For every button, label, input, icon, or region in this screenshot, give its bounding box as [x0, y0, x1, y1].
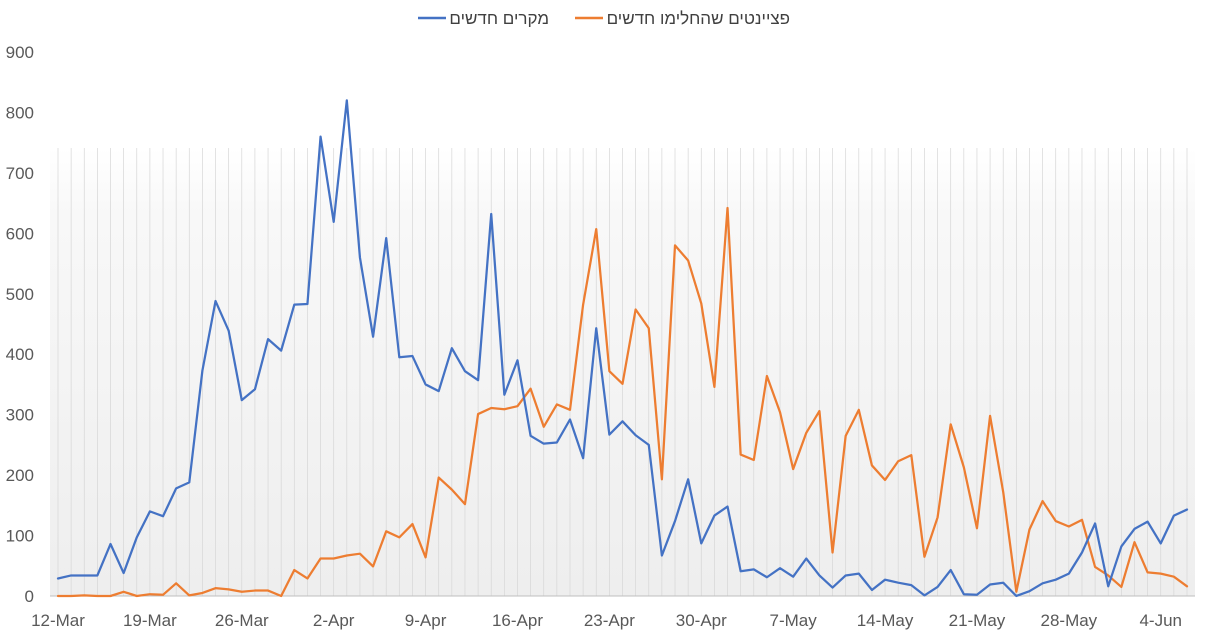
x-tick-label: 30-Apr	[676, 611, 727, 630]
series-lines	[56, 99, 1189, 598]
x-tick-label: 9-Apr	[405, 611, 447, 630]
x-tick-label: 2-Apr	[313, 611, 355, 630]
y-tick-label: 100	[6, 527, 34, 546]
x-axis: 12-Mar 19-Mar 26-Mar 2-Apr 9-Apr 16-Apr 23-Apr…	[31, 595, 1195, 630]
legend-label-1: פציינטים שהחלימו חדשים	[607, 9, 790, 28]
vertical-gridlines	[57, 148, 1188, 596]
series-line-1	[56, 206, 1189, 598]
y-tick-label: 500	[6, 285, 34, 304]
y-tick-label: 800	[6, 103, 34, 122]
series-line-0	[56, 99, 1189, 598]
x-tick-label: 19-Mar	[123, 611, 177, 630]
x-tick-label: 21-May	[949, 611, 1006, 630]
y-tick-label: 0	[25, 587, 34, 606]
x-tick-label: 16-Apr	[492, 611, 543, 630]
legend: מקרים חדשים פציינטים שהחלימו חדשים	[418, 9, 790, 28]
x-tick-label: 23-Apr	[584, 611, 635, 630]
x-tick-label: 12-Mar	[31, 611, 85, 630]
y-tick-label: 400	[6, 345, 34, 364]
y-tick-label: 900	[6, 43, 34, 62]
legend-label-0: מקרים חדשים	[449, 9, 549, 28]
y-tick-label: 200	[6, 466, 34, 485]
x-tick-label: 4-Jun	[1139, 611, 1182, 630]
y-tick-label: 700	[6, 164, 34, 183]
x-tick-label: 14-May	[857, 611, 914, 630]
y-tick-label: 300	[6, 406, 34, 425]
x-tick-label: 28-May	[1041, 611, 1098, 630]
y-axis: 0 100 200 300 400 500 600 700 800 900	[6, 43, 34, 606]
y-tick-label: 600	[6, 224, 34, 243]
x-tick-label: 26-Mar	[215, 611, 269, 630]
x-tick-label: 7-May	[770, 611, 818, 630]
